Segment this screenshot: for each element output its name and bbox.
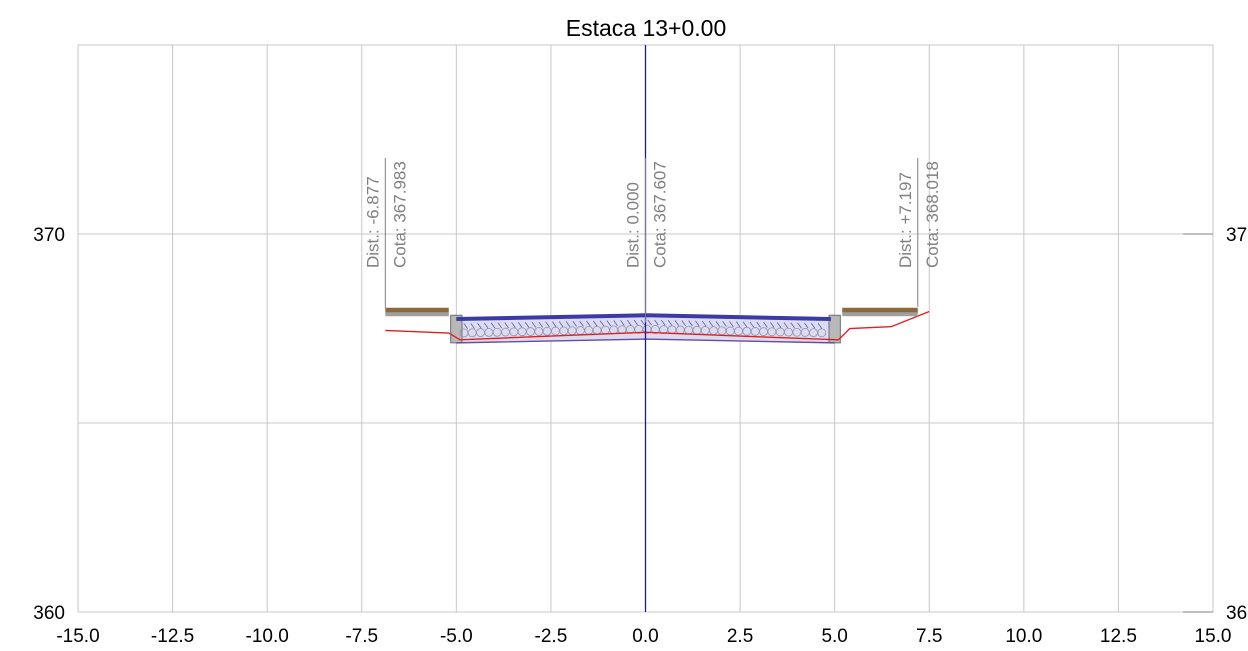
hatch-mark [688,320,693,327]
hatch-mark [729,321,734,328]
hatch-mark [667,320,673,326]
hatch-mark [797,322,802,329]
x-tick-label: -5.0 [440,626,473,647]
y-tick-label-left: 360 [33,603,65,624]
hatch-mark [640,319,646,326]
hatch-mark [477,322,482,329]
aggregate-mark [817,328,827,338]
annotation-dist-label: Dist.: 0.000 [624,182,643,268]
hatch-mark [647,319,652,326]
terrain-line [385,310,930,341]
x-tick-label: 5.0 [821,626,847,647]
hatch-mark [572,321,577,327]
hatch-mark [763,321,768,328]
x-tick-label: 7.5 [916,626,942,647]
x-tick-label: 12.5 [1100,626,1137,647]
hatch-mark [565,321,571,327]
hatch-mark [776,322,782,328]
hatch-mark [681,320,686,327]
annotation-cota-label: Cota: 368.018 [923,161,942,268]
hatch-mark [545,321,550,328]
grid [77,44,1214,613]
hatch-mark [579,320,584,327]
annotation-dist-label: Dist.: +7.197 [896,172,915,268]
x-tick-label: 0.0 [632,626,658,647]
hatch-mark [735,321,741,328]
hatch-mark [613,320,618,326]
hatch-mark [770,322,775,328]
x-tick-label: -15.0 [56,626,99,647]
annotations: Dist.: -6.877 Cota: 367.983 Dist.: 0.000 Co… [363,158,942,323]
annotation-cota-label: Cota: 367.983 [390,161,409,268]
hatch-mark [592,320,598,327]
hatch-mark [708,320,714,327]
annotation-dist-label: Dist.: -6.877 [363,176,382,268]
hatch-mark [490,322,496,329]
hatch-mark [484,322,489,329]
hatch-mark [620,320,625,326]
x-tick-label: -7.5 [345,626,378,647]
hatch-mark [749,321,755,328]
chart-title: Estaca 13+0.00 [566,15,726,41]
y-tick-label-right: 36 [1226,603,1247,624]
sidewalk-slab [385,312,449,317]
hatch-mark [654,319,659,326]
hatch-mark [497,322,503,329]
hatch-mark [504,322,509,329]
hatch-mark [810,322,816,329]
y-tick-label-right: 37 [1226,225,1247,246]
hatch-mark [552,321,557,328]
hatch-mark [661,319,666,326]
x-tick-label: 10.0 [1005,626,1042,647]
hatch-mark [606,320,612,327]
hatch-mark [627,319,632,326]
plot-area [385,45,930,612]
hatch-mark [756,321,761,328]
sidewalk-slab [842,312,918,317]
hatch-mark [674,320,680,326]
hatch-mark [531,321,537,328]
hatch-mark [633,319,639,326]
hatch-mark [463,323,469,329]
hatch-mark [722,321,727,327]
hatch-mark [470,323,475,329]
tick-labels: -15.0 -12.5 -10.0 -7.5 -5.0 -2.5 0.0 2.5 5.0 7.5 1… [33,225,1247,647]
hatch-mark [783,322,789,329]
hatch-mark [695,320,700,327]
hatch-mark [817,323,823,329]
hatch-mark [742,321,748,328]
hatch-mark [790,322,795,329]
hatch-mark [518,322,523,328]
x-tick-label: 2.5 [727,626,753,647]
hatch-mark [804,322,809,329]
hatch-mark [558,321,564,328]
hatch-mark [511,322,516,329]
hatch-mark [715,320,720,327]
x-tick-label: -12.5 [151,626,194,647]
hatch-mark [701,320,707,327]
y-tick-label-left: 370 [33,225,65,246]
x-tick-label: -10.0 [246,626,289,647]
x-tick-label: 15.0 [1195,626,1232,647]
annotation-cota-label: Cota: 367.607 [651,161,670,268]
hatch-mark [586,320,591,327]
hatch-mark [599,320,605,327]
hatch-mark [524,321,530,328]
hatch-mark [538,321,543,328]
x-tick-label: -2.5 [535,626,568,647]
